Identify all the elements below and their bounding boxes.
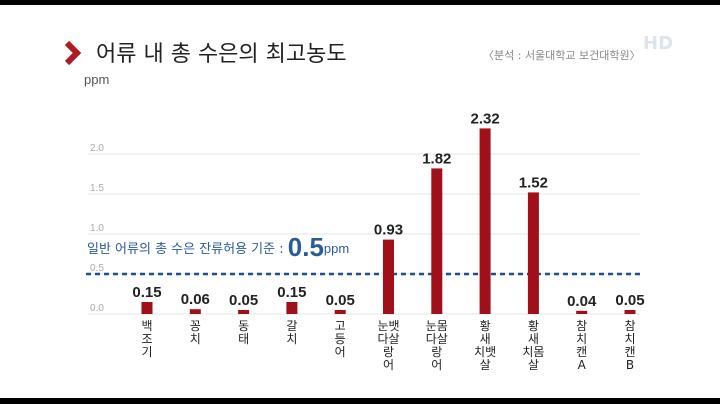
reference-label: 일반 어류의 총 수은 잔류허용 기준 : [87, 242, 284, 257]
data-label: 0.93 [374, 222, 403, 239]
data-label: 0.15 [277, 284, 306, 301]
slide-panel [0, 5, 720, 398]
x-tick-label: 살 [528, 358, 539, 372]
x-tick-label: B [626, 358, 634, 372]
x-tick-label: 다살 [377, 332, 399, 346]
hd-watermark: HD [643, 33, 674, 54]
x-tick-label: 고 [335, 319, 346, 333]
bar [576, 310, 588, 314]
bar [479, 128, 491, 314]
x-tick-label: 치 [286, 332, 297, 346]
data-label: 0.15 [132, 284, 161, 301]
data-label: 1.52 [519, 174, 548, 191]
x-tick-label: 치 [576, 332, 587, 346]
data-label: 2.32 [470, 110, 499, 127]
y-tick-label: 2.0 [90, 143, 104, 154]
bar [141, 302, 153, 314]
reference-value: 0.5 [287, 232, 324, 262]
x-tick-label: 치몸 [522, 345, 544, 359]
x-tick-label: 꽁 [190, 319, 201, 333]
reference-annotation: 일반 어류의 총 수은 잔류허용 기준 : 0.5ppm [87, 232, 349, 263]
x-tick-label: 백 [141, 319, 152, 333]
x-tick-label: 캔 [624, 345, 635, 359]
bar [624, 310, 636, 314]
x-tick-label: 치 [624, 332, 635, 346]
x-tick-label: 어 [383, 358, 394, 372]
y-tick-label: 0.5 [90, 263, 104, 274]
x-tick-label: 살 [480, 358, 491, 372]
data-label: 0.05 [229, 292, 258, 309]
data-label: 0.05 [615, 292, 644, 309]
x-tick-label: 참 [624, 319, 635, 333]
x-tick-label: 갈 [286, 319, 297, 333]
x-tick-label: 다살 [426, 332, 448, 346]
x-tick-label: 캔 [576, 345, 587, 359]
x-tick-label: 동 [238, 319, 249, 333]
source-note: 〈분석 : 서울대학교 보건대학원〉 [483, 49, 641, 62]
x-tick-label: A [578, 358, 587, 372]
x-tick-label: 어 [335, 345, 346, 359]
bar [238, 310, 250, 314]
x-tick-label: 태 [238, 332, 249, 346]
x-tick-label: 눈뱃 [377, 319, 399, 333]
y-axis-unit: ppm [84, 72, 110, 87]
x-tick-label: 황 [480, 319, 491, 333]
data-label: 0.06 [181, 291, 210, 308]
chevron-right-icon [64, 40, 82, 66]
bar [189, 309, 201, 314]
x-tick-label: 랑 [431, 345, 442, 359]
x-tick-label: 조 [141, 332, 152, 346]
bar [334, 310, 346, 314]
x-tick-label: 황 [528, 319, 539, 333]
y-tick-label: 0.0 [90, 303, 104, 314]
data-label: 0.05 [326, 292, 355, 309]
x-tick-label: 새 [480, 332, 491, 346]
x-tick-label: 어 [431, 358, 442, 372]
y-tick-label: 1.5 [90, 183, 104, 194]
reference-unit: ppm [323, 241, 350, 256]
bar [286, 302, 298, 314]
x-tick-label: 새 [528, 332, 539, 346]
bar [383, 239, 394, 314]
x-tick-label: 치 [190, 332, 201, 346]
x-tick-label: 기 [141, 345, 152, 359]
chart-title: 어류 내 총 수은의 최고농도 [96, 42, 347, 67]
x-tick-label: 치뱃 [474, 345, 496, 359]
y-tick-label: 1.0 [90, 223, 104, 234]
x-tick-label: 등 [335, 332, 346, 346]
bar [431, 168, 443, 314]
data-label: 1.82 [422, 150, 451, 167]
x-tick-label: 랑 [383, 345, 394, 359]
bar [527, 192, 539, 314]
x-tick-label: 눈몸 [426, 319, 448, 333]
data-label: 0.04 [567, 293, 597, 310]
x-tick-label: 참 [576, 319, 587, 333]
